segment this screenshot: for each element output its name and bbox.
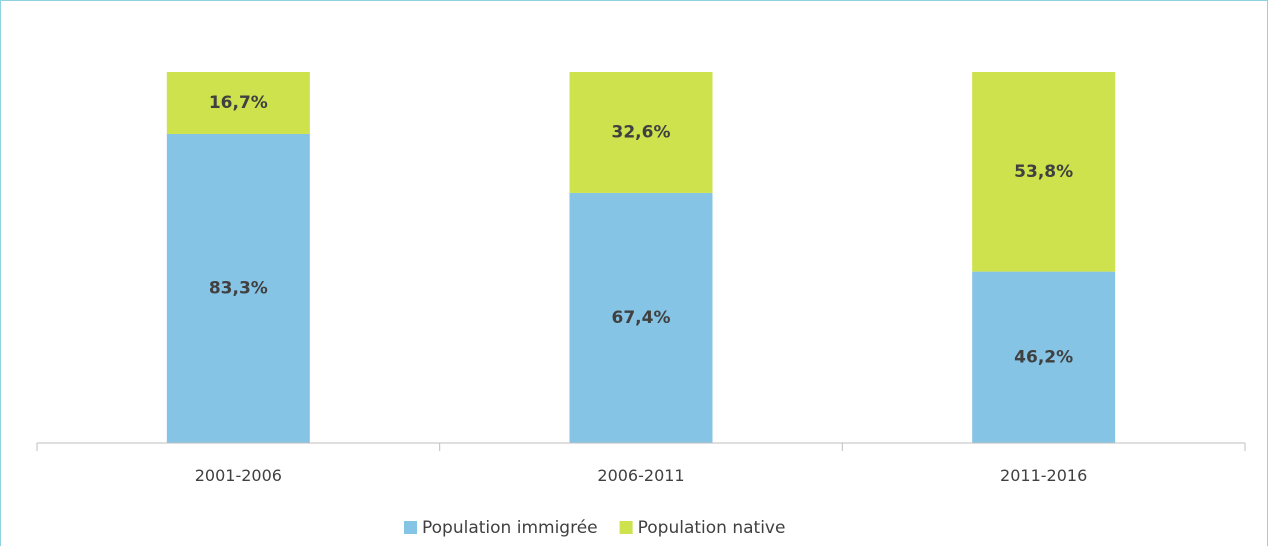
bar-native-2	[569, 72, 713, 193]
legend-label-immigree: Population immigrée	[422, 518, 598, 538]
data-label-immigree-3: 46,2%	[1014, 347, 1073, 367]
legend-label-native: Population native	[638, 518, 786, 538]
legend: Population immigrée Population native	[404, 518, 785, 538]
bar-native-3	[972, 72, 1116, 272]
bar-labels-layer: 83,3% 16,7% 67,4% 32,6% 46,2% 53,8%	[209, 93, 1073, 367]
bar-immigree-1	[166, 133, 310, 443]
bar-native-1	[166, 72, 310, 134]
bars-layer	[166, 72, 1116, 443]
x-tick-label-2: 2006-2011	[597, 466, 684, 485]
bar-immigree-3	[972, 271, 1116, 443]
data-label-immigree-2: 67,4%	[612, 308, 671, 328]
legend-swatch-native	[619, 521, 633, 534]
legend-swatch-immigree	[404, 521, 417, 534]
x-axis: 2001-2006 2006-2011 2011-2016	[36, 442, 1246, 485]
data-label-native-1: 16,7%	[209, 93, 268, 113]
bar-immigree-2	[569, 192, 713, 443]
data-label-native-3: 53,8%	[1014, 162, 1073, 182]
data-label-native-2: 32,6%	[612, 122, 671, 142]
x-tick-label-1: 2001-2006	[195, 466, 282, 485]
x-tick-label-3: 2011-2016	[1000, 466, 1087, 485]
data-label-immigree-1: 83,3%	[209, 278, 268, 298]
